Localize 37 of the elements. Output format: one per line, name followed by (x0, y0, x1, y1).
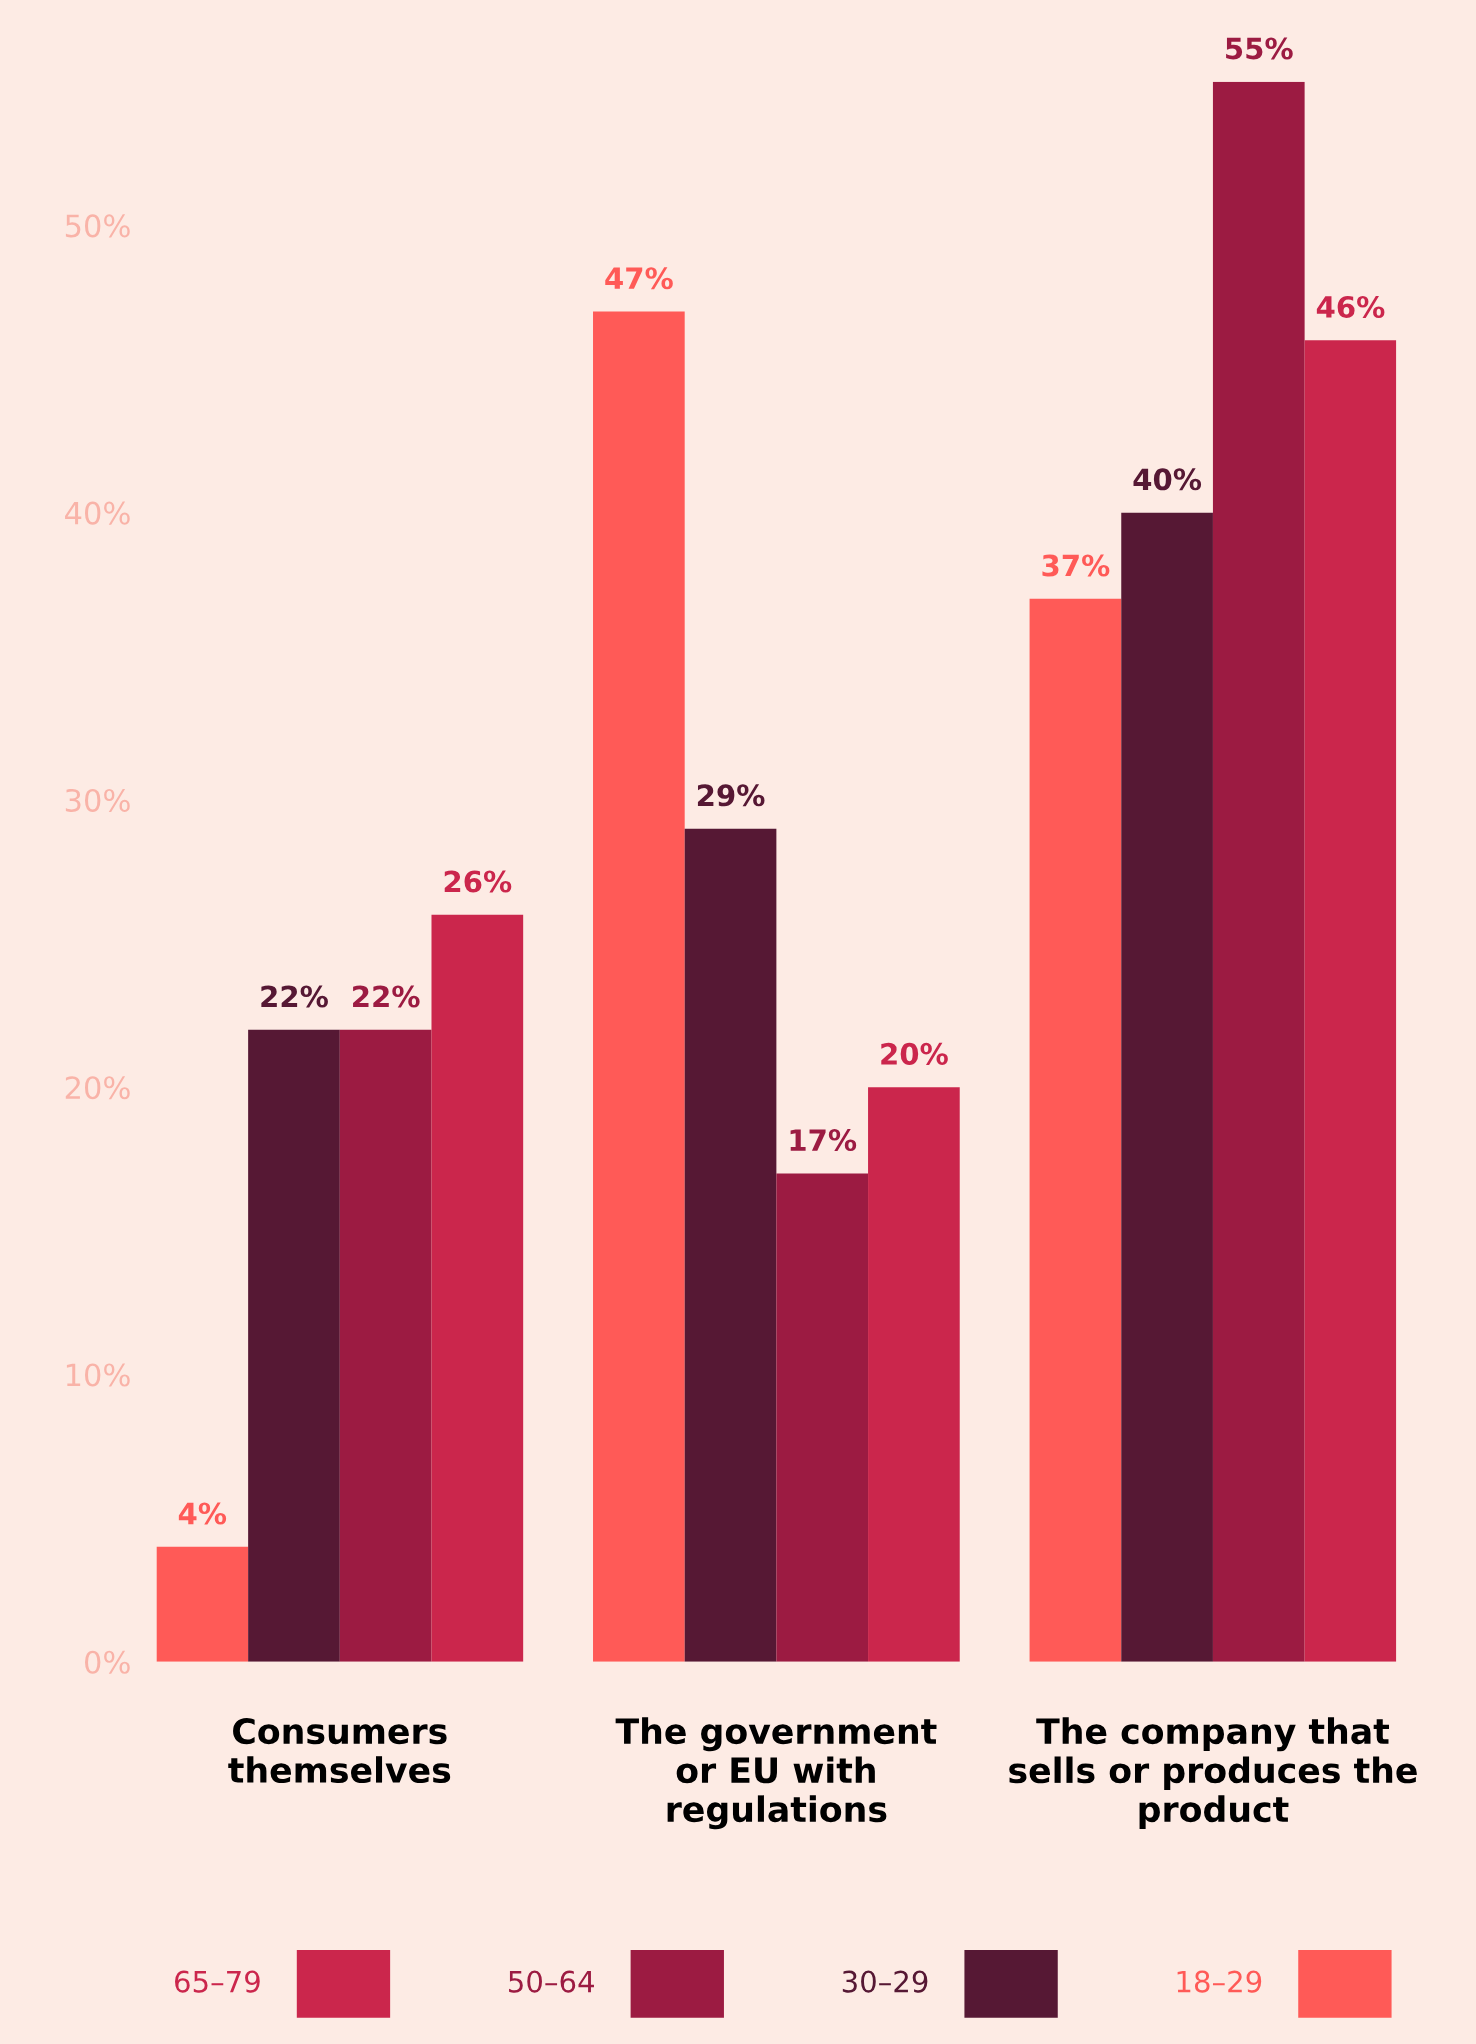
data-label: 46% (1316, 295, 1385, 318)
bar (1121, 512, 1213, 1662)
data-label: 37% (1042, 554, 1110, 577)
bar (248, 1029, 340, 1662)
data-label: 22% (261, 985, 328, 1008)
legend-label: 18–29 (1177, 1970, 1262, 1993)
data-label: 20% (881, 1042, 948, 1065)
bar (684, 828, 777, 1662)
bar (868, 1087, 960, 1662)
data-label: 47% (605, 267, 673, 290)
y-tick-label: 40% (65, 501, 130, 525)
x-tick-label: The government or EU with regulations (615, 1717, 937, 1830)
data-label: 40% (1133, 468, 1202, 491)
bar (1029, 598, 1122, 1662)
x-tick-label: The company that sells or produces the product (1009, 1717, 1417, 1829)
y-tick-label: 20% (65, 1076, 130, 1100)
bar (593, 311, 685, 1662)
data-label: 55% (1226, 37, 1293, 60)
bar (1304, 340, 1397, 1662)
y-tick-label: 0% (85, 1650, 130, 1674)
legend-label: 65–79 (175, 1970, 260, 1993)
legend-label: 50–64 (509, 1970, 594, 1993)
x-tick-label: Consumers themselves (228, 1717, 451, 1784)
bar (339, 1029, 432, 1662)
y-tick-label: 10% (66, 1363, 130, 1387)
bar (1212, 81, 1305, 1662)
data-label: 22% (353, 985, 420, 1008)
data-label: 26% (444, 870, 512, 893)
bar (431, 914, 524, 1662)
data-label: 4% (178, 1502, 227, 1525)
data-label: 29% (697, 784, 765, 807)
y-tick-label: 50% (65, 214, 130, 238)
bar (776, 1173, 869, 1662)
bar (156, 1546, 249, 1662)
y-tick-label: 30% (65, 788, 130, 812)
data-label: 17% (790, 1129, 857, 1152)
legend-label: 30–29 (842, 1970, 928, 1993)
